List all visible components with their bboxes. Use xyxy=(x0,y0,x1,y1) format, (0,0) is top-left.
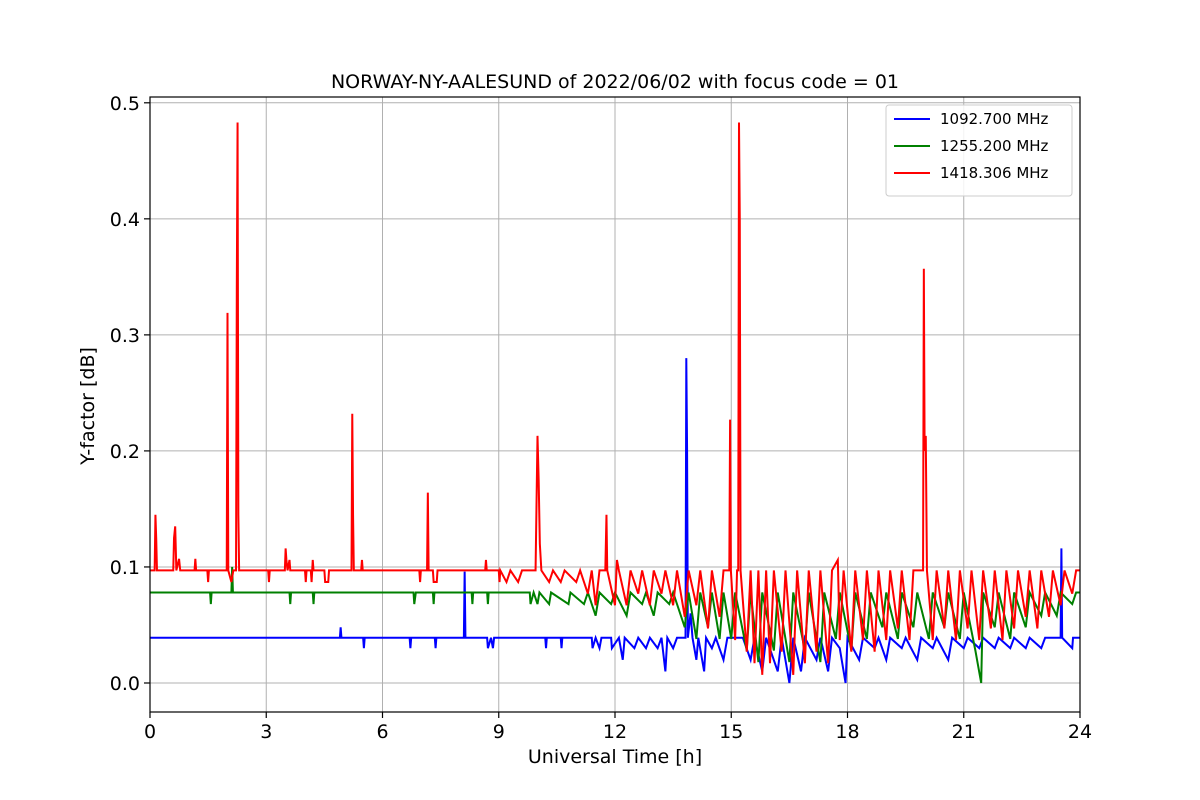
x-tick-label: 12 xyxy=(603,721,627,743)
legend-label: 1255.200 MHz xyxy=(940,137,1049,155)
x-tick-label: 6 xyxy=(376,721,388,743)
x-tick-label: 18 xyxy=(835,721,859,743)
legend-label: 1418.306 MHz xyxy=(940,164,1049,182)
y-tick-label: 0.1 xyxy=(110,557,140,579)
axis-ticks: 0 3 6 9 12 15 18 21 24 0.0 0.1 0.2 0.3 0.4 0.5 xyxy=(110,93,1092,743)
x-tick-label: 9 xyxy=(493,721,505,743)
x-tick-label: 3 xyxy=(260,721,272,743)
x-tick-label: 24 xyxy=(1068,721,1092,743)
y-tick-label: 0.5 xyxy=(110,93,140,115)
x-tick-label: 21 xyxy=(952,721,976,743)
series-line-3 xyxy=(150,122,1080,675)
x-tick-label: 0 xyxy=(144,721,156,743)
legend-label: 1092.700 MHz xyxy=(940,110,1049,128)
x-tick-label: 15 xyxy=(719,721,743,743)
series-line-1 xyxy=(150,358,1080,684)
x-axis-label: Universal Time [h] xyxy=(528,746,702,768)
legend: 1092.700 MHz 1255.200 MHz 1418.306 MHz xyxy=(885,104,1073,197)
y-tick-label: 0.2 xyxy=(110,441,140,463)
y-tick-label: 0.0 xyxy=(110,673,140,695)
y-tick-label: 0.4 xyxy=(110,209,140,231)
series-lines xyxy=(150,122,1080,684)
legend-box xyxy=(885,104,1073,197)
series-line-2 xyxy=(150,566,1080,684)
y-axis-label: Y-factor [dB] xyxy=(77,347,99,466)
y-tick-label: 0.3 xyxy=(110,325,140,347)
chart-title: NORWAY-NY-AALESUND of 2022/06/02 with fo… xyxy=(331,71,899,93)
